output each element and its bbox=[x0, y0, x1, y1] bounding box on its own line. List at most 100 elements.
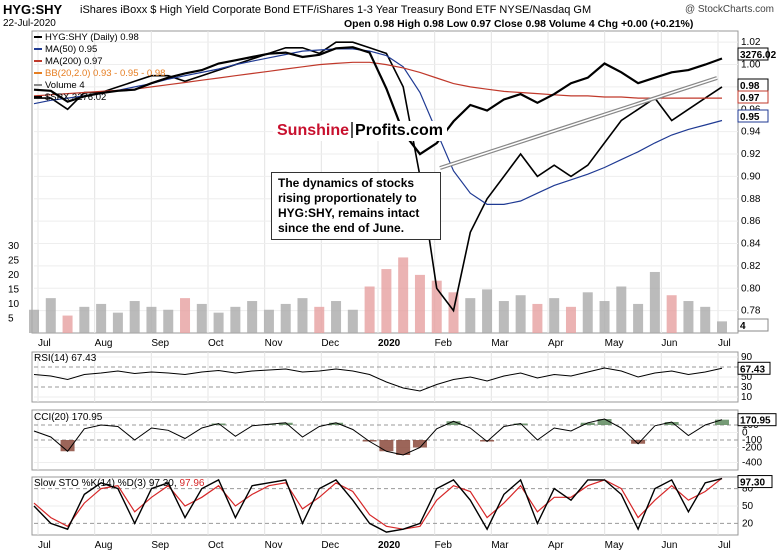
volume-bar bbox=[398, 257, 409, 333]
month-tick-label-bottom: Nov bbox=[265, 540, 283, 551]
sto-right-label-box bbox=[737, 475, 773, 489]
rsi-tick-label: 10 bbox=[741, 392, 753, 403]
right-label: 0.95 bbox=[740, 112, 760, 123]
month-tick-label-top: Oct bbox=[208, 338, 224, 349]
volume-bar bbox=[666, 295, 677, 333]
volume-bar bbox=[549, 298, 560, 333]
volume-bar bbox=[565, 306, 576, 333]
rsi-title: RSI(14) 67.43 bbox=[34, 353, 97, 364]
price-tick-label: 0.84 bbox=[741, 239, 761, 250]
month-tick-label-top: Mar bbox=[491, 338, 509, 349]
right-label: 4 bbox=[740, 321, 746, 332]
cci-tick-label: -100 bbox=[742, 435, 762, 446]
volume-bar bbox=[62, 315, 73, 333]
legend-item: BB(20,2.0) 0.93 - 0.95 - 0.98 bbox=[34, 68, 165, 80]
legend-item: $SPX 3276.02 bbox=[34, 92, 165, 104]
volume-bars bbox=[29, 257, 727, 333]
legend-label: $SPX 3276.02 bbox=[45, 92, 107, 103]
price-tick-label: 0.92 bbox=[741, 149, 761, 160]
price-tick-label: 0.94 bbox=[741, 127, 761, 138]
month-tick-label-top: Feb bbox=[435, 338, 453, 349]
legend-label: HYG:SHY (Daily) 0.98 bbox=[45, 32, 139, 43]
volume-bar bbox=[347, 309, 358, 333]
cci-extreme-fill bbox=[631, 440, 646, 444]
month-tick-label-bottom: Oct bbox=[208, 540, 224, 551]
trend-line-inner bbox=[439, 77, 718, 169]
volume-bar bbox=[616, 286, 627, 333]
month-tick-label-top: May bbox=[605, 338, 624, 349]
volume-tick-label: 30 bbox=[8, 241, 20, 252]
legend-item: Volume 4 bbox=[34, 80, 165, 92]
chart-legend: HYG:SHY (Daily) 0.98 MA(50) 0.95 MA(200)… bbox=[34, 32, 165, 104]
cci-extreme-fill bbox=[597, 419, 612, 425]
chart-date: 22-Jul-2020 bbox=[3, 18, 56, 29]
series-lines bbox=[33, 41, 729, 533]
volume-bar bbox=[482, 289, 493, 333]
month-tick-label-top: Jul bbox=[38, 338, 51, 349]
sto-title-b: 97.96 bbox=[179, 478, 205, 489]
month-tick-label-top: 2020 bbox=[378, 338, 401, 349]
cci-extreme-fill bbox=[715, 419, 729, 425]
legend-item: MA(200) 0.97 bbox=[34, 56, 165, 68]
logo-divider bbox=[351, 122, 354, 138]
month-tick-label-bottom: Jul bbox=[38, 540, 51, 551]
cci-extreme-fill bbox=[211, 423, 226, 425]
month-tick-label-top: Jul bbox=[718, 338, 731, 349]
volume-bar bbox=[230, 306, 241, 333]
right-label-box bbox=[737, 90, 769, 104]
cci-title: CCI(20) 170.95 bbox=[34, 412, 103, 423]
volume-bar bbox=[331, 301, 342, 333]
volume-tick-label: 5 bbox=[8, 313, 14, 324]
legend-swatch bbox=[34, 36, 42, 39]
cci-tick-label: -400 bbox=[742, 458, 762, 469]
volume-bar bbox=[314, 306, 325, 333]
volume-bar bbox=[79, 306, 90, 333]
month-tick-label-bottom: May bbox=[605, 540, 624, 551]
right-label-box bbox=[737, 109, 769, 123]
volume-tick-label: 20 bbox=[8, 270, 20, 281]
cci-extreme-fill bbox=[362, 440, 377, 442]
sto-title-a: Slow STO %K(14) %D(3) 97.30, bbox=[34, 478, 177, 489]
cci-extreme-fill bbox=[379, 440, 394, 452]
legend-swatch bbox=[34, 84, 42, 87]
volume-tick-label: 15 bbox=[8, 284, 20, 295]
series-sto-k bbox=[33, 477, 723, 533]
logo-part-2: Profits.com bbox=[355, 122, 444, 139]
cci-extreme-fill bbox=[513, 423, 528, 425]
volume-bar bbox=[112, 312, 123, 333]
volume-bar bbox=[683, 301, 694, 333]
rsi-tick-label: 30 bbox=[741, 382, 753, 393]
annotation-box: The dynamics of stocks rising proportion… bbox=[271, 172, 441, 240]
volume-bar bbox=[146, 306, 157, 333]
month-tick-label-top: Dec bbox=[321, 338, 339, 349]
rsi-tick-label: 50 bbox=[741, 372, 753, 383]
volume-bar bbox=[129, 301, 140, 333]
cci-extreme-fill bbox=[412, 440, 427, 448]
volume-bar bbox=[297, 298, 308, 333]
volume-bar bbox=[364, 286, 375, 333]
legend-swatch bbox=[34, 72, 42, 75]
month-tick-label-top: Jun bbox=[661, 338, 677, 349]
stockcharts-credit: @ StockCharts.com bbox=[684, 4, 774, 15]
volume-bar bbox=[649, 271, 660, 333]
security-description: iShares iBoxx $ High Yield Corporate Bon… bbox=[80, 4, 592, 16]
month-tick-label-bottom: Aug bbox=[95, 540, 113, 551]
volume-bar bbox=[163, 309, 174, 333]
sto-right-label: 97.30 bbox=[740, 478, 765, 489]
ohlc-summary: Open 0.98 High 0.98 Low 0.97 Close 0.98 … bbox=[344, 18, 694, 30]
month-tick-label-bottom: Jun bbox=[661, 540, 677, 551]
series-rsi bbox=[33, 367, 723, 392]
price-tick-label: 0.78 bbox=[741, 306, 761, 317]
logo-part-1: Sunshine bbox=[277, 122, 350, 139]
volume-bar bbox=[582, 292, 593, 333]
volume-bar bbox=[96, 303, 107, 333]
price-tick-label: 0.82 bbox=[741, 261, 761, 272]
volume-bar bbox=[532, 303, 543, 333]
volume-bar bbox=[247, 301, 258, 333]
volume-tick-label: 25 bbox=[8, 255, 20, 266]
cci-extreme-fill bbox=[446, 421, 461, 425]
volume-bar bbox=[498, 301, 509, 333]
right-label: 0.98 bbox=[740, 81, 760, 92]
series-hyg-shy bbox=[34, 41, 723, 313]
